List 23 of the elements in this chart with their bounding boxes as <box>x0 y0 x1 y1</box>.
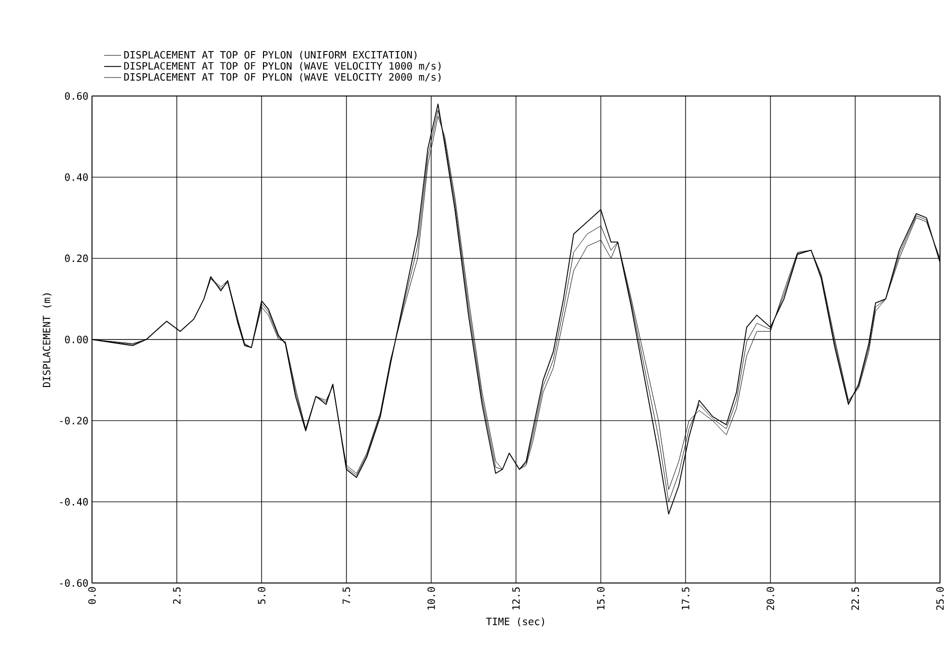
x-tick-label: 25.0 <box>936 587 944 610</box>
y-axis-title: DISPLACEMENT (m) <box>42 293 52 387</box>
x-tick-label: 10.0 <box>427 587 435 610</box>
y-tick-label: 0.60 <box>65 92 88 100</box>
x-axis-title: TIME (sec) <box>486 617 544 626</box>
legend-label: DISPLACEMENT AT TOP OF PYLON (UNIFORM EXCITATION) <box>124 50 416 60</box>
x-tick-label: 2.5 <box>173 587 181 604</box>
x-tick-label: 12.5 <box>512 587 520 610</box>
y-tick-label: -0.40 <box>60 498 88 506</box>
x-tick-label: 0.0 <box>88 587 96 604</box>
y-tick-label: -0.20 <box>60 416 88 424</box>
y-tick-label: 0.00 <box>65 336 88 344</box>
y-tick-label: 0.40 <box>65 173 88 181</box>
legend-label: DISPLACEMENT AT TOP OF PYLON (WAVE VELOCITY 2000 m/s) <box>124 72 441 82</box>
x-tick-label: 15.0 <box>597 587 605 610</box>
x-tick-label: 17.5 <box>682 587 690 610</box>
x-tick-label: 7.5 <box>342 587 350 604</box>
x-tick-label: 5.0 <box>258 587 266 604</box>
x-tick-label: 22.5 <box>851 587 859 610</box>
x-tick-label: 20.0 <box>766 587 774 610</box>
y-tick-label: 0.20 <box>65 254 88 262</box>
y-tick-label: -0.60 <box>60 579 88 587</box>
legend-label: DISPLACEMENT AT TOP OF PYLON (WAVE VELOCITY 1000 m/s) <box>124 62 441 71</box>
